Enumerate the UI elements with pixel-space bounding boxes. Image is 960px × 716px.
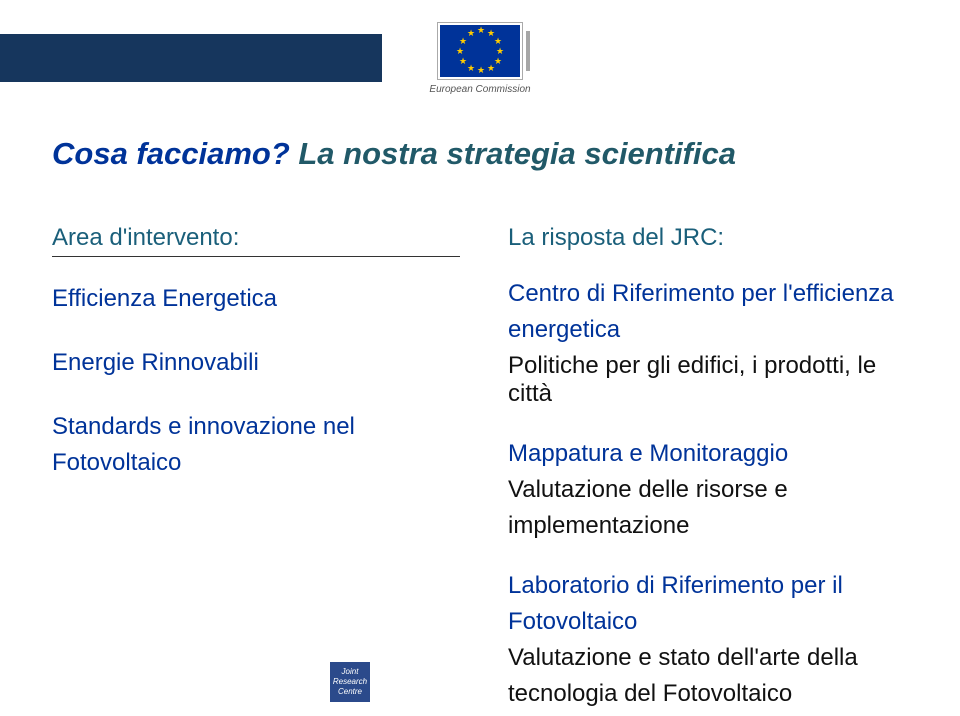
jrc-badge-line1: Joint [342,667,359,677]
slide-title: Cosa facciamo? La nostra strategia scien… [52,136,736,172]
eu-stars: ★ ★ ★ ★ ★ ★ ★ ★ ★ ★ ★ ★ [458,29,502,73]
content-columns: Area d'intervento: Efficienza Energetica… [52,224,920,716]
right-column: La risposta del JRC: Centro di Riferimen… [508,224,920,716]
footer: Joint Research Centre [330,662,370,702]
left-item-3-line2: Fotovoltaico [52,449,460,477]
r3-black-2: tecnologia del Fotovoltaico [508,680,920,708]
jrc-badge-line3: Centre [338,687,362,697]
r1-blue-1: Centro di Riferimento per l'efficienza [508,280,920,308]
title-part1: Cosa facciamo? [52,136,298,171]
left-item-1: Efficienza Energetica [52,285,460,313]
ec-flag-accent [526,31,530,71]
right-heading: La risposta del JRC: [508,224,920,252]
right-block-1: Centro di Riferimento per l'efficienza e… [508,280,920,408]
r3-blue-1: Laboratorio di Riferimento per il [508,572,920,600]
r1-blue-2: energetica [508,316,920,344]
r3-black-1: Valutazione e stato dell'arte della [508,644,920,672]
left-item-3: Standards e innovazione nel Fotovoltaico [52,413,460,477]
r1-black: Politiche per gli edifici, i prodotti, l… [508,352,920,408]
title-part2: La nostra strategia scientifica [298,136,736,171]
jrc-badge-icon: Joint Research Centre [330,662,370,702]
left-item-3-line1: Standards e innovazione nel [52,413,460,441]
header-blue-bar [0,34,382,82]
ec-label: European Commission [429,84,530,95]
r2-black-2: implementazione [508,512,920,540]
eu-flag-frame: ★ ★ ★ ★ ★ ★ ★ ★ ★ ★ ★ ★ [437,22,523,80]
jrc-badge-line2: Research [333,677,367,687]
left-item-2-label: Energie Rinnovabili [52,349,460,377]
eu-flag: ★ ★ ★ ★ ★ ★ ★ ★ ★ ★ ★ ★ [440,25,520,77]
r3-blue-2: Fotovoltaico [508,608,920,636]
left-item-1-label: Efficienza Energetica [52,285,460,313]
right-block-2: Mappatura e Monitoraggio Valutazione del… [508,440,920,540]
ec-logo: ★ ★ ★ ★ ★ ★ ★ ★ ★ ★ ★ ★ European Commiss… [392,10,568,106]
left-item-2: Energie Rinnovabili [52,349,460,377]
r2-blue: Mappatura e Monitoraggio [508,440,920,468]
left-heading: Area d'intervento: [52,224,460,257]
right-block-3: Laboratorio di Riferimento per il Fotovo… [508,572,920,708]
slide: ★ ★ ★ ★ ★ ★ ★ ★ ★ ★ ★ ★ European Commiss… [0,0,960,716]
r2-black-1: Valutazione delle risorse e [508,476,920,504]
left-column: Area d'intervento: Efficienza Energetica… [52,224,460,716]
